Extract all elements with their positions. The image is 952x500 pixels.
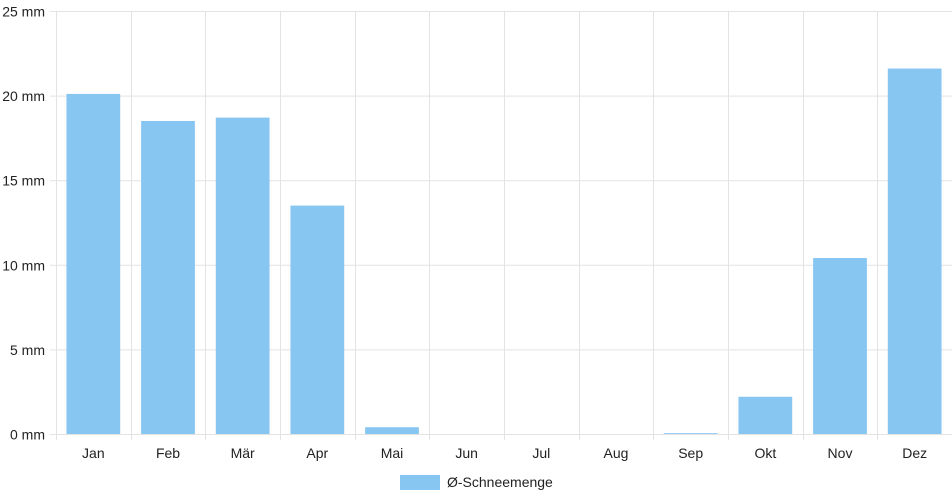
bar-apr[interactable]	[290, 205, 345, 434]
bars	[66, 68, 942, 435]
legend-label[interactable]: Ø-Schneemenge	[447, 474, 553, 490]
y-tick-label: 20 mm	[2, 88, 45, 104]
bar-okt[interactable]	[738, 396, 793, 434]
bar-sep[interactable]	[663, 433, 718, 434]
legend[interactable]: Ø-Schneemenge	[400, 474, 553, 490]
y-tick-label: 10 mm	[2, 257, 45, 273]
grid	[50, 11, 952, 440]
x-tick-label: Okt	[754, 445, 776, 461]
bar-nov[interactable]	[813, 258, 867, 434]
x-tick-label: Jan	[82, 445, 105, 461]
x-tick-label: Nov	[828, 445, 853, 461]
y-tick-label: 0 mm	[10, 427, 45, 443]
bar-mär[interactable]	[215, 117, 270, 434]
x-tick-label: Dez	[902, 445, 927, 461]
x-tick-label: Jun	[455, 445, 478, 461]
x-tick-label: Apr	[306, 445, 328, 461]
legend-swatch[interactable]	[400, 475, 440, 490]
x-tick-label: Jul	[532, 445, 550, 461]
x-tick-label: Aug	[604, 445, 629, 461]
y-tick-label: 15 mm	[2, 173, 45, 189]
x-tick-label: Mär	[231, 445, 255, 461]
y-tick-label: 5 mm	[10, 342, 45, 358]
bar-jan[interactable]	[66, 93, 121, 435]
bar-feb[interactable]	[141, 120, 195, 434]
x-tick-label: Feb	[156, 445, 180, 461]
x-tick-label: Sep	[678, 445, 703, 461]
x-tick-label: Mai	[381, 445, 404, 461]
bar-dez[interactable]	[887, 68, 942, 434]
y-axis: 0 mm 5 mm 10 mm 15 mm 20 mm 25 mm	[2, 4, 45, 443]
bar-mai[interactable]	[365, 427, 419, 434]
y-tick-label: 25 mm	[2, 4, 45, 20]
x-axis: Jan Feb Mär Apr Mai Jun Jul Aug Sep Okt Nov Dez	[82, 445, 927, 461]
